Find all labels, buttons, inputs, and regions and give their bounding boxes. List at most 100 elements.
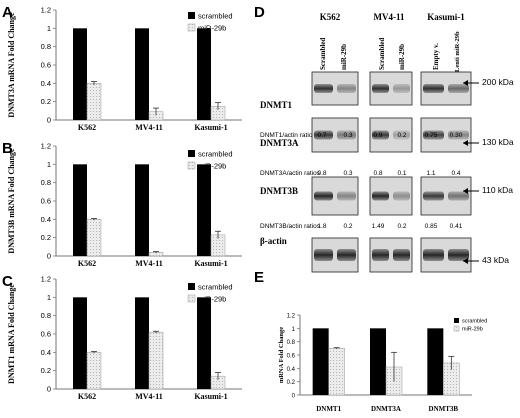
panel-letter-e: E (254, 269, 264, 286)
blot-band (393, 130, 410, 140)
y-tick-label: 0.2 (41, 233, 51, 242)
blot-row-label-dnmt3a: DNMT3A (260, 138, 299, 148)
blot-band (372, 191, 389, 201)
ratio-label-dnmt1: DNMT1/actin ratios (260, 132, 316, 139)
x-category-label: DNMT1 (316, 405, 341, 413)
panel-letter-d: D (254, 4, 265, 21)
bar-mir29b (148, 331, 164, 390)
blot-band (372, 249, 389, 261)
legend-label: scrambled (198, 12, 233, 21)
blot-band (372, 130, 389, 140)
blot-band (448, 130, 469, 140)
bar-mir29b (328, 348, 345, 396)
bar-scrambled (73, 28, 87, 120)
y-tick-label: 0.2 (287, 380, 296, 386)
chart-panel-c: 0 0.2 0.4 0.6 0.8 1 1.2 DNMT1 mRNA Fold Change K… (7, 275, 242, 401)
lane-label: miR-29b (398, 44, 406, 70)
y-tick-label: 0.2 (41, 366, 51, 375)
ratio-value: 0.2 (397, 223, 406, 230)
blot-cellline-mv411: MV4-11 (374, 12, 405, 22)
panel-letter-a: A (2, 4, 13, 21)
y-tick-label: 1.2 (41, 142, 51, 151)
y-tick-label: 0.4 (41, 215, 51, 224)
blot-band (393, 191, 410, 201)
y-tick-label: 1 (47, 293, 51, 302)
legend-label: scrambled (198, 283, 233, 292)
panel-letter-b: B (2, 140, 13, 157)
ratio-value: 0.4 (451, 170, 460, 177)
bar-charts: 0 0.2 0.4 0.6 0.8 1 1.2 DNMT3A mRNA Fold Change… (7, 6, 487, 414)
lane-label: Scrambled (378, 38, 386, 70)
blot-band (314, 130, 333, 140)
blot-band (314, 191, 333, 201)
bar-scrambled (312, 328, 329, 395)
blot-band (448, 249, 469, 261)
bar-scrambled (370, 328, 386, 395)
bar-scrambled (135, 28, 149, 120)
legend-label: scrambled (462, 319, 487, 325)
lane-label: miR-29b (340, 44, 348, 70)
y-tick-label: 0 (47, 116, 51, 125)
blot-cellline-k562: K562 (320, 12, 341, 22)
legend-label: scrambled (198, 150, 233, 159)
chart-panel-a: 0 0.2 0.4 0.6 0.8 1 1.2 DNMT3A mRNA Fold Change… (7, 6, 242, 132)
y-axis-label: DNMT3A mRNA Fold Change (7, 12, 16, 118)
blot-band (337, 84, 356, 93)
x-category-label: Kasumi-1 (194, 392, 227, 401)
x-category-label: Kasumi-1 (194, 123, 227, 132)
ratio-value: 0.75 (425, 132, 438, 139)
y-tick-label: 0.6 (287, 354, 296, 360)
chart-panel-b: 0 0.2 0.4 0.6 0.8 1 1.2 DNMT3B mRNA Fold Change… (7, 142, 242, 268)
x-category-label: MV4-11 (135, 123, 163, 132)
panel-letter-c: C (2, 273, 13, 290)
bar-mir29b (86, 83, 102, 121)
bar-scrambled (197, 164, 211, 256)
blot-band (448, 191, 469, 201)
legend-swatch (187, 161, 196, 170)
blot-band (393, 249, 410, 261)
y-tick-label: 1.2 (287, 314, 296, 320)
y-tick-label: 0.8 (41, 42, 51, 51)
legend-label: miR-29b (198, 295, 226, 304)
x-category-label: DNMT3B (429, 405, 459, 413)
ratio-label-dnmt3b: DNMT3B/actin ratios (260, 223, 321, 230)
ratio-value: 0.85 (425, 223, 438, 230)
blot-band (423, 84, 444, 93)
bar-scrambled (427, 328, 444, 395)
kda-arrow-head (463, 80, 468, 86)
bar-scrambled (73, 297, 87, 389)
y-tick-label: 0.4 (287, 367, 296, 373)
y-tick-label: 0.4 (41, 79, 51, 88)
blot-band (337, 249, 356, 261)
bar-scrambled (197, 28, 211, 120)
blot-band (423, 130, 444, 140)
legend-swatch (187, 294, 196, 303)
legend-swatch (188, 150, 195, 157)
ratio-value: 0.30 (450, 132, 463, 139)
legend-swatch (188, 283, 195, 290)
kda-arrow-head (463, 258, 468, 264)
ratio-label-dnmt3a: DNMT3A/actin ratios (260, 170, 321, 177)
kda-arrow-head (463, 140, 468, 146)
legend-swatch (453, 325, 460, 332)
legend-swatch (454, 318, 459, 323)
blot-band (337, 130, 356, 140)
bar-scrambled (73, 164, 87, 256)
ratio-value: 0.1 (397, 170, 406, 177)
ratio-value: 0.2 (397, 132, 406, 139)
blot-row-label-actin: β-actin (260, 236, 287, 246)
bar-scrambled (135, 297, 149, 389)
y-tick-label: 0.8 (287, 340, 296, 346)
x-category-label: K562 (78, 392, 96, 401)
y-tick-label: 0.8 (41, 178, 51, 187)
kda-marker-200: 200 kDa (482, 77, 514, 87)
ratio-value: 0.3 (343, 132, 352, 139)
bar-mir29b (86, 219, 102, 257)
lane-label: Empty v. (432, 43, 440, 70)
y-tick-label: 0 (47, 385, 51, 394)
ratio-value: 0.3 (343, 170, 352, 177)
y-tick-label: 0.2 (41, 97, 51, 106)
lane-label: Scrambled (319, 38, 327, 70)
ratio-value: 0.2 (343, 223, 352, 230)
bar-scrambled (197, 297, 211, 389)
